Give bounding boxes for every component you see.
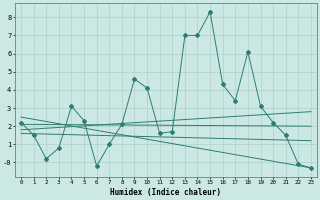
X-axis label: Humidex (Indice chaleur): Humidex (Indice chaleur) [110,188,221,197]
